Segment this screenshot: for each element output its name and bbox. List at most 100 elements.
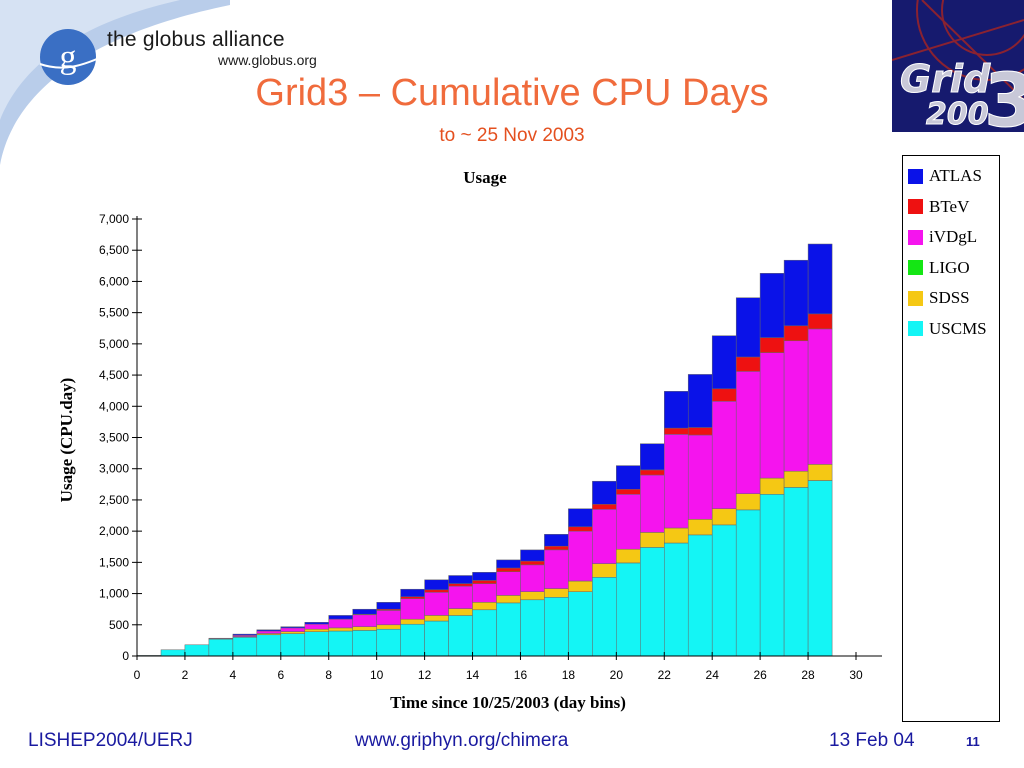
bar-sdss-10 <box>352 626 377 631</box>
y-tick-label: 3,500 <box>99 431 129 445</box>
bar-uscms-6 <box>256 634 282 657</box>
bar-uscms-11 <box>376 628 401 657</box>
bar-atlas-18 <box>544 534 569 547</box>
bar-uscms-8 <box>304 631 330 657</box>
legend-item-uscms: USCMS <box>908 319 987 339</box>
bar-ivdgl-12 <box>400 598 425 620</box>
bar-atlas-17 <box>520 549 545 562</box>
bar-atlas-22 <box>640 443 665 471</box>
page-title: Grid3 – Cumulative CPU Days <box>255 72 769 114</box>
bar-uscms-15 <box>472 609 497 657</box>
bar-atlas-6 <box>256 629 282 632</box>
bar-uscms-7 <box>280 633 306 657</box>
bar-sdss-15 <box>472 602 497 611</box>
bar-btev-26 <box>735 356 761 372</box>
bar-btev-19 <box>568 526 593 532</box>
x-tick-label: 22 <box>658 668 672 682</box>
bar-uscms-16 <box>496 602 521 657</box>
bar-atlas-15 <box>472 572 497 581</box>
legend-swatch <box>908 199 923 214</box>
bar-ivdgl-9 <box>328 618 353 629</box>
bar-sdss-26 <box>735 493 761 511</box>
bar-btev-24 <box>687 427 713 436</box>
bar-uscms-25 <box>711 524 737 657</box>
bar-uscms-29 <box>807 480 833 657</box>
bar-atlas-27 <box>759 273 785 338</box>
bar-sdss-18 <box>544 588 569 598</box>
bar-ivdgl-28 <box>783 340 809 472</box>
bar-uscms-4 <box>208 638 234 657</box>
legend-label: SDSS <box>929 288 970 307</box>
bar-atlas-28 <box>783 259 809 327</box>
x-tick-label: 8 <box>325 668 332 682</box>
bar-uscms-24 <box>687 534 713 657</box>
bar-sdss-28 <box>783 470 809 488</box>
legend-swatch <box>908 229 923 245</box>
legend-swatch <box>908 290 923 306</box>
bar-atlas-7 <box>280 626 306 629</box>
legend-label: iVDgL <box>929 227 978 246</box>
bar-btev-29 <box>807 313 833 330</box>
legend-label: USCMS <box>929 318 987 338</box>
page-number: 11 <box>966 734 980 749</box>
x-tick-label: 10 <box>370 668 384 682</box>
bar-ivdgl-15 <box>472 583 497 603</box>
bar-atlas-10 <box>352 608 377 615</box>
legend-label: ATLAS <box>929 166 982 185</box>
x-tick-label: 0 <box>134 668 141 682</box>
bar-sdss-27 <box>759 477 785 495</box>
y-tick-label: 4,500 <box>99 368 129 382</box>
x-tick-label: 20 <box>610 668 624 682</box>
bar-ivdgl-11 <box>376 610 401 626</box>
bar-atlas-21 <box>616 465 641 490</box>
y-tick-label: 6,000 <box>99 274 129 288</box>
footer-center-link[interactable]: www.griphyn.org/chimera <box>355 730 569 751</box>
bar-sdss-29 <box>807 464 833 481</box>
x-axis-label: Time since 10/25/2003 (day bins) <box>390 693 626 712</box>
bar-sdss-21 <box>616 548 641 564</box>
bar-btev-18 <box>544 545 569 551</box>
bar-btev-25 <box>711 388 737 402</box>
bar-sdss-19 <box>568 580 593 592</box>
y-tick-label: 2,500 <box>99 493 129 507</box>
x-tick-label: 6 <box>277 668 284 682</box>
legend-item-btev: BTeV <box>908 197 969 217</box>
footer-left: LISHEP2004/UERJ <box>28 730 193 751</box>
legend-item-sdss: SDSS <box>908 288 970 308</box>
y-tick-label: 500 <box>109 618 129 632</box>
bar-uscms-12 <box>400 623 425 657</box>
x-tick-label: 14 <box>466 668 480 682</box>
bar-atlas-8 <box>304 622 330 625</box>
chart-title: Usage <box>463 168 507 187</box>
footer-date: 13 Feb 04 <box>829 730 915 751</box>
legend-swatch <box>908 321 923 336</box>
bar-uscms-20 <box>592 577 617 657</box>
bar-btev-22 <box>640 469 665 476</box>
y-tick-label: 7,000 <box>99 212 129 226</box>
bar-uscms-10 <box>352 630 377 657</box>
bar-atlas-19 <box>568 508 593 528</box>
bar-ivdgl-14 <box>448 585 473 609</box>
bar-sdss-24 <box>687 519 713 536</box>
bar-sdss-13 <box>424 615 449 622</box>
usage-chart: 0 500 1,000 1,500 2,000 2,500 3,000 3,500 4,000 4… <box>57 212 882 712</box>
bar-atlas-12 <box>400 588 425 597</box>
bar-uscms-28 <box>783 487 809 657</box>
bar-ivdgl-21 <box>616 494 641 550</box>
y-tick-label: 5,500 <box>99 306 129 320</box>
legend-label: BTeV <box>929 196 970 216</box>
x-tick-label: 26 <box>753 668 767 682</box>
bar-btev-20 <box>592 504 617 510</box>
bar-ivdgl-13 <box>424 592 449 616</box>
legend-item-ivdgl: iVDgL <box>908 227 977 247</box>
grid-logo-line2: 200 <box>926 97 989 132</box>
bar-atlas-16 <box>496 559 521 569</box>
legend-label: LIGO <box>929 257 970 277</box>
bar-uscms-17 <box>520 599 545 657</box>
legend-swatch <box>908 168 923 184</box>
grid-logo-line1: Grid <box>900 57 991 101</box>
bar-uscms-19 <box>568 591 593 657</box>
bar-ivdgl-16 <box>496 571 521 596</box>
grid2003-logo-icon: Grid 200 3 <box>892 0 1024 132</box>
y-tick-label: 1,500 <box>99 555 129 569</box>
